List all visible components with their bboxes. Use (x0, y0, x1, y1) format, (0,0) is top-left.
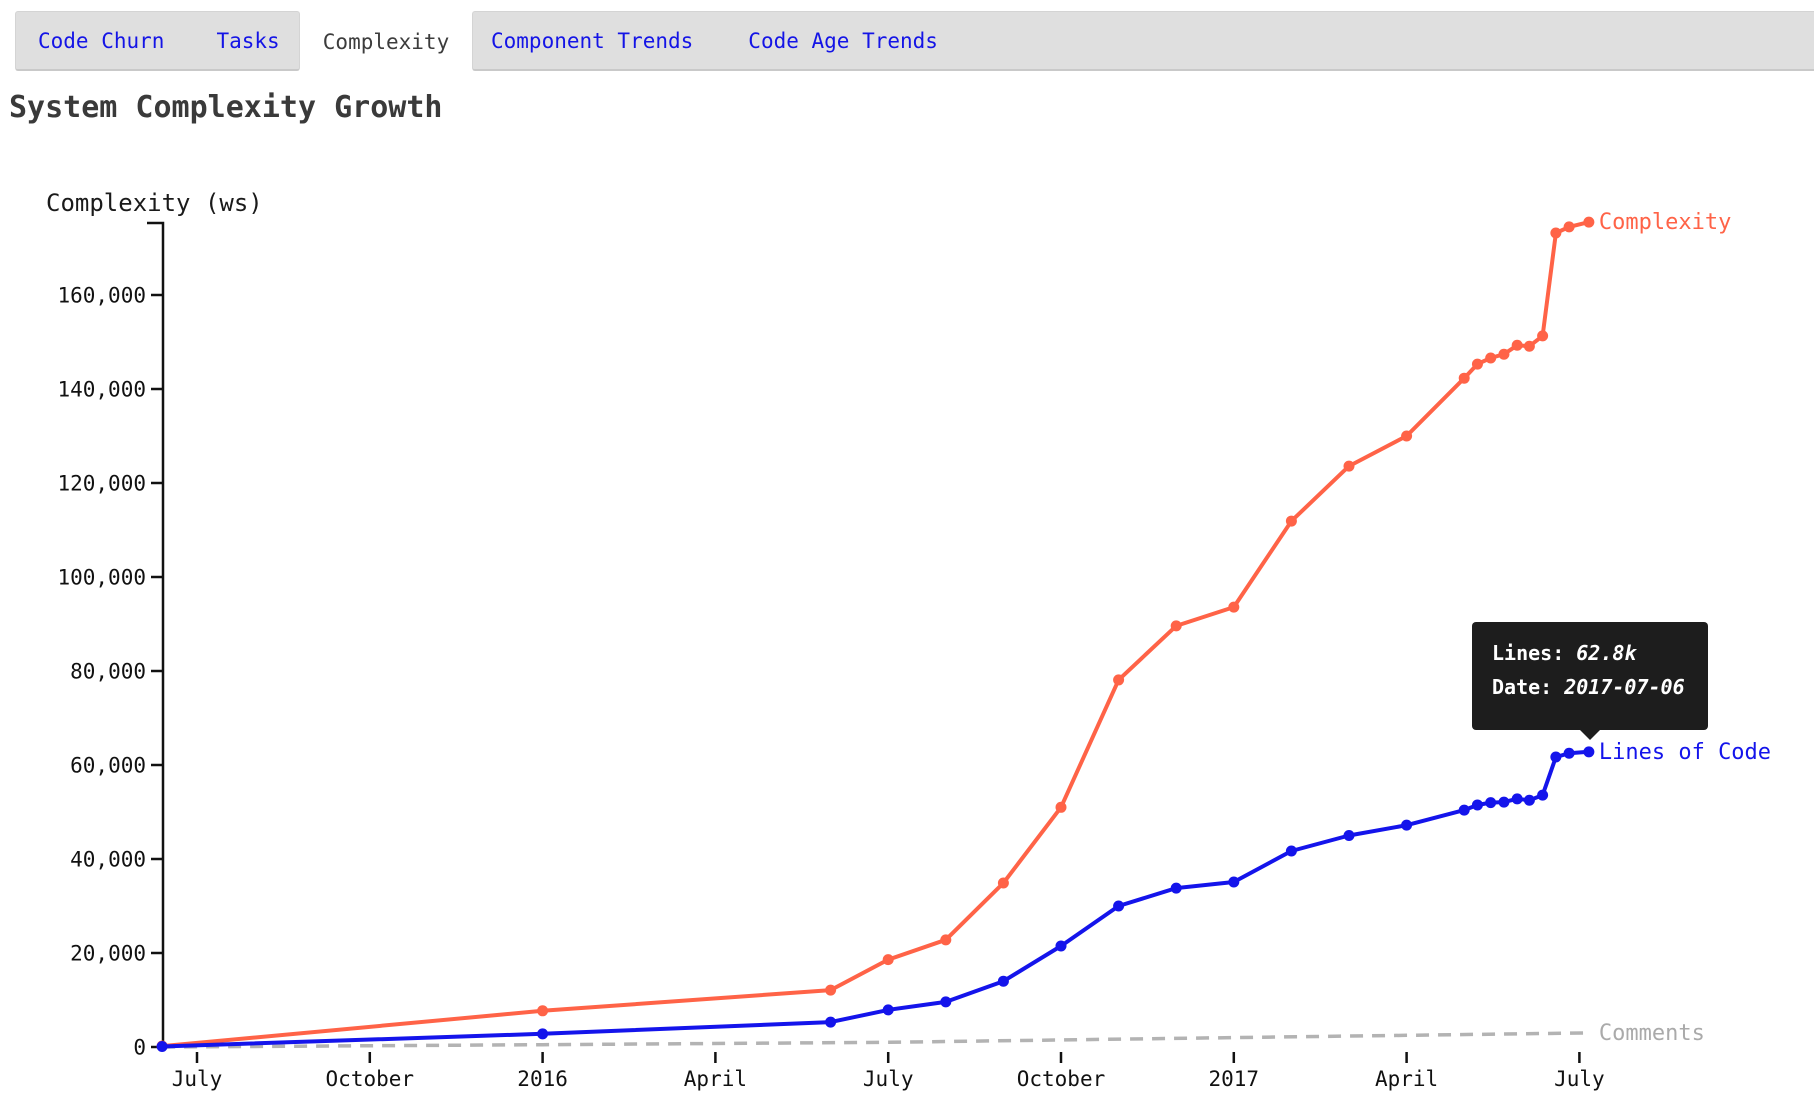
y-tick-label: 20,000 (70, 942, 146, 966)
series-point-complexity[interactable] (882, 954, 894, 966)
y-axis-title: Complexity (ws) (46, 189, 263, 217)
series-point-lines-of-code[interactable] (1285, 845, 1297, 857)
series-point-lines-of-code[interactable] (537, 1028, 549, 1040)
series-point-complexity[interactable] (1485, 352, 1497, 364)
series-point-complexity[interactable] (1471, 358, 1483, 370)
series-point-lines-of-code[interactable] (1343, 830, 1355, 841)
series-point-complexity[interactable] (1170, 620, 1182, 632)
series-point-complexity[interactable] (1550, 227, 1562, 239)
x-tick-label: July (1554, 1067, 1605, 1091)
tooltip-date-value: 2017-07-06 (1564, 675, 1685, 699)
series-point-lines-of-code[interactable] (1537, 789, 1549, 801)
x-tick-label: 2017 (1209, 1067, 1260, 1091)
series-point-complexity[interactable] (1583, 216, 1595, 228)
chart-tooltip: Lines: 62.8k Date: 2017-07-06 (1472, 622, 1708, 740)
tab-group-right: Component Trends Code Age Trends (472, 11, 1814, 71)
series-point-lines-of-code[interactable] (825, 1016, 837, 1028)
series-point-complexity[interactable] (1498, 348, 1510, 360)
series-label-lines-of-code: Lines of Code (1599, 740, 1771, 765)
tab-code-churn[interactable]: Code Churn (38, 28, 165, 53)
series-point-complexity[interactable] (1458, 372, 1470, 384)
x-tick-label: October (326, 1067, 415, 1091)
x-tick-label: July (863, 1067, 914, 1091)
series-point-complexity[interactable] (1401, 430, 1413, 442)
y-tick-label: 40,000 (70, 848, 146, 872)
y-tick-label: 120,000 (57, 472, 146, 496)
series-point-lines-of-code[interactable] (940, 996, 952, 1008)
series-point-lines-of-code[interactable] (1523, 794, 1535, 806)
series-point-lines-of-code[interactable] (1458, 804, 1470, 816)
x-tick-label: April (684, 1067, 747, 1091)
series-point-complexity[interactable] (997, 877, 1009, 889)
series-line-complexity (161, 220, 1590, 1049)
y-tick-label: 140,000 (57, 378, 146, 402)
tooltip-lines-label: Lines: (1492, 641, 1565, 665)
series-point-lines-of-code[interactable] (1485, 797, 1497, 809)
series-point-complexity[interactable] (1055, 801, 1067, 813)
series-point-complexity[interactable] (1563, 221, 1575, 233)
series-point-lines-of-code[interactable] (1113, 900, 1125, 912)
x-tick-label: April (1375, 1067, 1438, 1091)
series-point-lines-of-code[interactable] (997, 975, 1009, 987)
tab-component-trends[interactable]: Component Trends (491, 28, 694, 53)
series-point-complexity[interactable] (537, 1005, 549, 1017)
tab-group-left: Code Churn Tasks (15, 11, 300, 71)
series-point-lines-of-code[interactable] (156, 1041, 168, 1053)
series-point-complexity[interactable] (825, 984, 837, 996)
series-point-complexity[interactable] (1113, 674, 1125, 686)
series-label-comments: Comments (1599, 1021, 1705, 1046)
series-point-lines-of-code[interactable] (1563, 747, 1575, 759)
y-tick-label: 80,000 (70, 660, 146, 684)
x-tick-label: July (172, 1067, 223, 1091)
series-line-comments (162, 1031, 1589, 1049)
y-tick-label: 0 (133, 1036, 146, 1060)
series-point-lines-of-code[interactable] (1170, 882, 1182, 894)
y-axis-line (147, 221, 165, 1047)
tab-complexity-active[interactable]: Complexity (300, 11, 472, 73)
series-point-complexity[interactable] (1511, 339, 1523, 351)
tooltip-date-label: Date: (1492, 675, 1553, 699)
series-point-lines-of-code[interactable] (1511, 793, 1523, 805)
x-tick-label: October (1017, 1067, 1106, 1091)
series-line-lines-of-code (162, 749, 1590, 1049)
series-point-lines-of-code[interactable] (882, 1004, 894, 1016)
series-point-complexity[interactable] (1285, 515, 1297, 527)
series-point-complexity[interactable] (1537, 330, 1549, 342)
y-tick-label: 60,000 (70, 754, 146, 778)
y-tick-label: 160,000 (57, 284, 146, 308)
tab-tasks[interactable]: Tasks (216, 28, 280, 53)
series-point-lines-of-code[interactable] (1583, 746, 1595, 758)
series-point-lines-of-code[interactable] (1498, 796, 1510, 808)
y-tick-label: 100,000 (57, 566, 146, 590)
x-tick-label: 2016 (517, 1067, 568, 1091)
series-point-complexity[interactable] (940, 934, 952, 946)
series-point-lines-of-code[interactable] (1055, 940, 1067, 952)
series-point-lines-of-code[interactable] (1401, 819, 1413, 831)
tab-code-age-trends[interactable]: Code Age Trends (748, 28, 938, 53)
series-point-complexity[interactable] (1343, 460, 1355, 472)
series-point-complexity[interactable] (1228, 601, 1240, 613)
page-title: System Complexity Growth (9, 90, 443, 125)
tooltip-lines-value: 62.8k (1576, 641, 1637, 665)
series-point-lines-of-code[interactable] (1550, 751, 1562, 763)
series-point-complexity[interactable] (1523, 340, 1535, 352)
series-point-lines-of-code[interactable] (1471, 799, 1483, 811)
series-label-complexity: Complexity (1599, 210, 1731, 235)
series-point-lines-of-code[interactable] (1228, 876, 1240, 888)
